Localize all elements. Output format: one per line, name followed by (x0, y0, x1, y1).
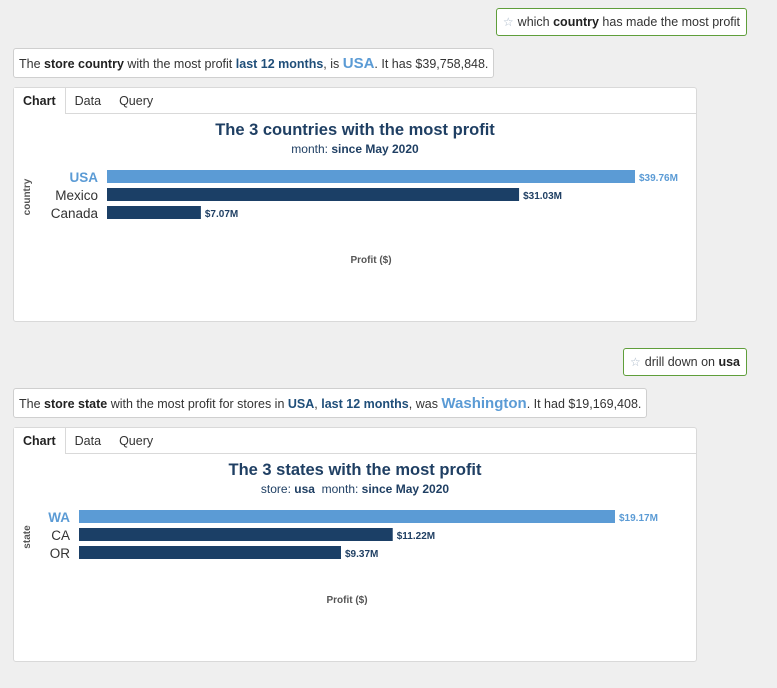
data-label: $7.07M (205, 209, 238, 220)
data-label: $31.03M (523, 191, 562, 202)
category-label: WA (48, 510, 70, 525)
chart-title: The 3 states with the most profit (228, 461, 482, 479)
tab-data[interactable]: Data (74, 433, 102, 448)
bar (107, 188, 520, 201)
bar (79, 546, 341, 559)
answer-text: The store state with the most profit for… (19, 394, 642, 412)
star-icon[interactable]: ☆ (502, 15, 514, 29)
bar (79, 510, 615, 523)
chart-subtitle: store: usa month: since May 2020 (260, 482, 450, 496)
query-text: which country has made the most profit (517, 15, 740, 29)
tab-query[interactable]: Query (119, 93, 154, 108)
chart-tabs: Chart Data Query (14, 88, 696, 114)
data-label: $11.22M (397, 531, 435, 542)
bar (107, 206, 201, 219)
chart-card: Chart Data Query The 3 countries with th… (13, 87, 697, 322)
data-label: $19.17M (619, 513, 658, 524)
x-axis-label: Profit ($) (326, 595, 367, 606)
category-label: OR (50, 546, 71, 561)
y-axis-label: country (22, 178, 33, 215)
user-query-bubble[interactable]: ☆ which country has made the most profit (495, 8, 747, 36)
answer-text: The store country with the most profit l… (19, 54, 489, 72)
chart-tabs: Chart Data Query (14, 428, 696, 454)
category-label: CA (51, 528, 70, 543)
category-label: Canada (51, 206, 99, 221)
star-icon[interactable]: ☆ (630, 355, 641, 369)
data-label: $39.76M (639, 173, 678, 184)
bar (107, 170, 635, 183)
category-label: USA (69, 170, 98, 185)
answer-bubble: The store state with the most profit for… (13, 388, 648, 418)
category-label: Mexico (55, 188, 98, 203)
data-label: $9.37M (345, 549, 378, 560)
bar-chart: WA $19.17M CA $11.22M OR $9.37M state Profit ($… (22, 510, 658, 606)
answer-bubble: The store country with the most profit l… (13, 48, 495, 78)
bar-chart: USA $39.76M Mexico $31.03M Canada $7.07M count… (22, 170, 678, 266)
chart-subtitle: month: since May 2020 (291, 142, 419, 156)
query-text: drill down on usa (644, 355, 740, 369)
tab-chart[interactable]: Chart (14, 428, 66, 454)
tab-query[interactable]: Query (119, 433, 154, 448)
y-axis-label: state (22, 525, 33, 549)
tab-chart[interactable]: Chart (14, 88, 66, 114)
user-query-bubble[interactable]: ☆ drill down on usa (623, 348, 747, 376)
chart-card: Chart Data Query The 3 states with the m… (13, 427, 697, 662)
tab-data[interactable]: Data (74, 93, 102, 108)
x-axis-label: Profit ($) (350, 255, 391, 266)
chart-title: The 3 countries with the most profit (215, 121, 495, 139)
bar (79, 528, 393, 541)
